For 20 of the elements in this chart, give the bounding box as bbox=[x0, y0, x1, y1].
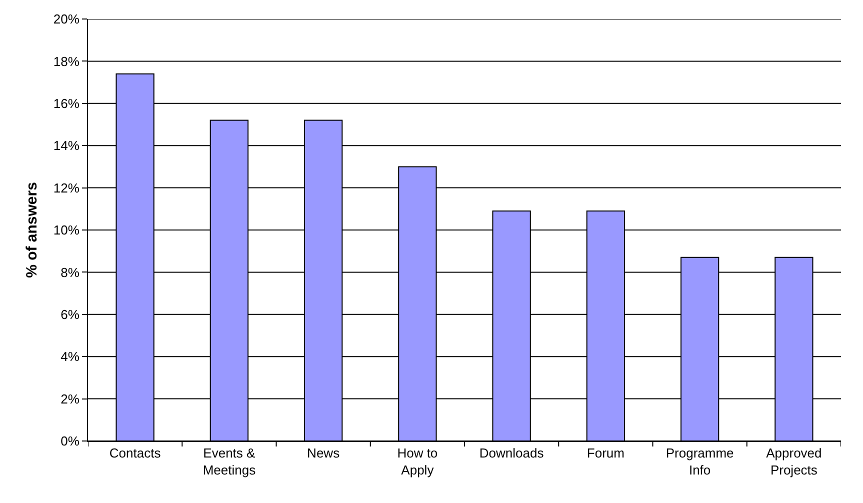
x-tick-label: Downloads bbox=[479, 446, 544, 461]
x-tick-label: Forum bbox=[586, 446, 624, 461]
y-tick-label: 6% bbox=[60, 306, 80, 322]
x-tick-label: Events & Meetings bbox=[202, 446, 256, 478]
y-tick-label: 0% bbox=[60, 434, 80, 449]
y-tick-label: 2% bbox=[60, 391, 80, 406]
y-tick-label: 14% bbox=[53, 138, 80, 154]
y-tick-label: 8% bbox=[60, 264, 80, 280]
x-tick-label: Contacts bbox=[109, 446, 162, 461]
x-tick-label: Programme Info bbox=[666, 446, 734, 478]
x-tick-label: News bbox=[307, 446, 340, 461]
y-tick-label: 18% bbox=[53, 54, 80, 69]
y-tick-label: 10% bbox=[53, 222, 80, 238]
x-tick-label: How to Apply bbox=[397, 446, 438, 478]
y-tick-label: 20% bbox=[53, 12, 80, 27]
y-tick-label: 12% bbox=[53, 180, 80, 196]
y-tick-label: 4% bbox=[60, 349, 80, 364]
x-tick-label: Approved Projects bbox=[766, 446, 822, 478]
y-tick-label: 16% bbox=[53, 96, 80, 111]
y-axis-title: % of answers bbox=[24, 182, 41, 278]
